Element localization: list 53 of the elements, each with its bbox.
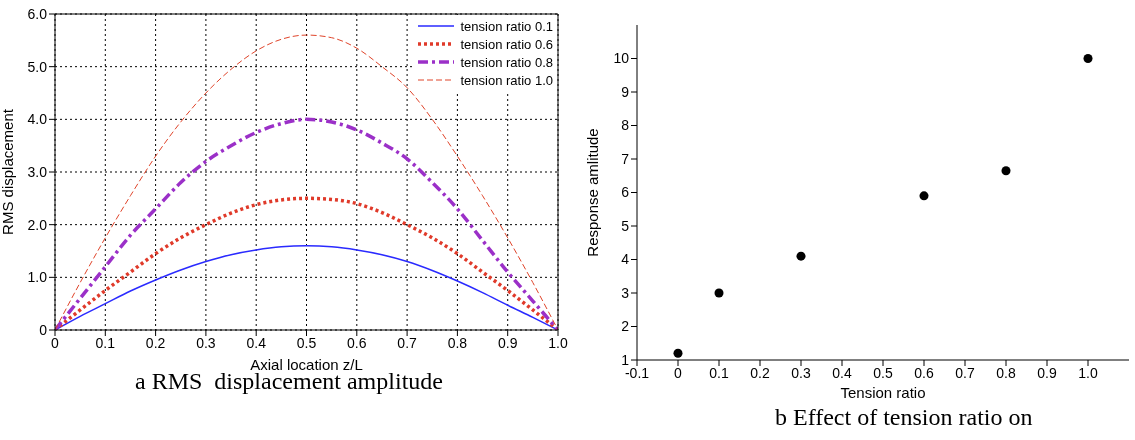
point [1083,53,1093,64]
point [1001,166,1011,176]
legend-label: tension ratio 1.0 [460,72,553,88]
x-tick-label: 0.1 [95,334,116,351]
point [919,191,929,201]
y-tick-label: 3 [621,284,630,301]
x-axis-title: Axial location z/L [250,356,363,373]
y-tick-label: 0 [39,321,48,338]
legend-label: tension ratio 0.6 [460,36,553,52]
x-tick-label: 0.5 [296,334,317,351]
text: b Effect of tension ratio on [775,404,1033,431]
y-tick-label: 10 [613,50,630,67]
legend-label: tension ratio 0.1 [460,18,553,34]
y-axis-title: RMS displacement [0,108,17,235]
x-tick-label: 0.2 [750,364,770,381]
x-tick-label: 0.6 [914,364,934,381]
x-tick-label: 0.3 [791,364,811,381]
y-tick-label: 4.0 [27,111,48,128]
legend-label: tension ratio 0.8 [460,54,553,70]
x-tick-label: 0.5 [873,364,893,381]
y-tick-label: 7 [621,150,630,167]
point [714,288,724,298]
x-tick-label: 0.6 [347,334,367,351]
y-tick-label: 6.0 [27,5,48,22]
x-tick-label: 0.7 [955,364,975,381]
point [796,251,806,261]
y-tick-label: 3.0 [27,163,48,180]
x-tick-label: 0.7 [397,334,418,351]
x-tick-label: 0.9 [497,334,518,351]
y-axis-title: Response amlitude [584,128,602,257]
y-tick-label: 9 [621,83,630,100]
y-tick-label: 2 [621,318,630,335]
x-tick-label: 1.0 [1078,364,1098,381]
x-axis-title: Tension ratio [840,384,926,401]
x-tick-label: 0 [51,334,60,351]
x-tick-label: 0 [674,364,683,381]
y-tick-label: 1.0 [27,269,48,286]
x-tick-label: 0.4 [832,364,852,381]
y-tick-label: 4 [621,251,630,268]
point [673,348,683,358]
x-tick-label: 0.4 [246,334,267,351]
x-tick-label: 0.8 [447,334,468,351]
x-tick-label: 1.0 [548,334,568,351]
y-tick-label: 5 [621,217,630,234]
x-tick-label: 0.2 [145,334,166,351]
x-tick-label: 0.9 [1037,364,1057,381]
y-tick-label: 5.0 [27,58,48,75]
x-tick-label: 0.1 [709,364,729,381]
x-tick-label: 0.8 [996,364,1016,381]
x-tick-label: 0.3 [196,334,216,351]
y-tick-label: 8 [621,117,630,134]
y-tick-label: 6 [621,184,630,201]
y-tick-label: 2.0 [27,216,48,233]
